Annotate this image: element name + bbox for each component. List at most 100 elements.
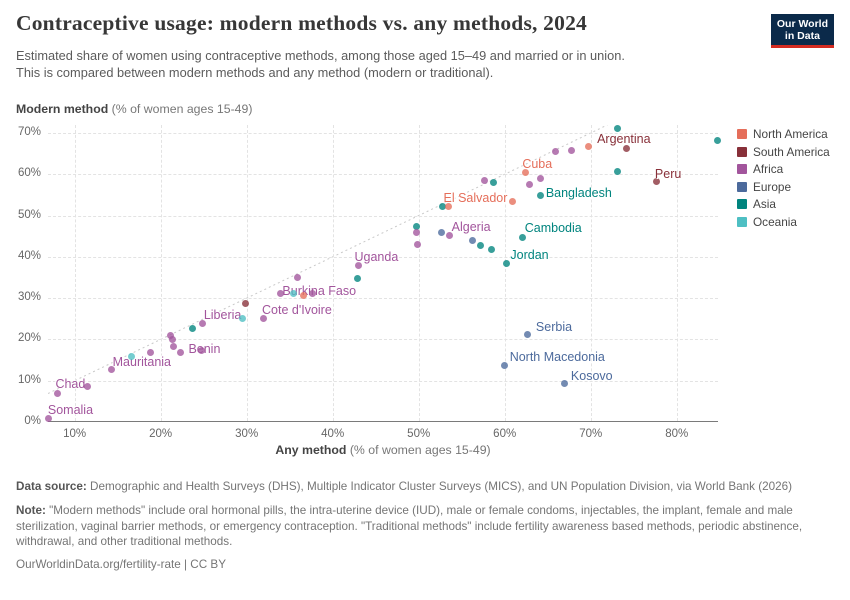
y-tick-label: 40% xyxy=(17,249,41,262)
data-source-text: Demographic and Health Surveys (DHS), Mu… xyxy=(86,480,793,493)
data-point[interactable] xyxy=(299,291,307,299)
subtitle-line-1: Estimated share of women using contracep… xyxy=(16,48,625,63)
country-label[interactable]: Cambodia xyxy=(524,221,582,236)
data-point[interactable] xyxy=(439,203,447,211)
country-label[interactable]: Somalia xyxy=(47,402,94,417)
data-point[interactable] xyxy=(526,181,534,189)
citation-line[interactable]: OurWorldinData.org/fertility-rate | CC B… xyxy=(16,557,227,571)
x-axis-line xyxy=(48,421,718,422)
data-point[interactable] xyxy=(290,290,298,298)
page-subtitle: Estimated share of women using contracep… xyxy=(16,47,736,81)
y-axis-title-bold: Modern method xyxy=(16,102,109,116)
legend-item-north-america[interactable]: North America xyxy=(737,127,830,141)
data-point-cuba[interactable] xyxy=(521,168,529,176)
data-point-mauritania[interactable] xyxy=(108,366,116,374)
data-point[interactable] xyxy=(84,382,92,390)
data-point[interactable] xyxy=(490,179,498,187)
y-tick-label: 0% xyxy=(24,415,41,427)
data-point[interactable] xyxy=(309,290,317,298)
data-point[interactable] xyxy=(354,275,362,283)
data-point-uganda[interactable] xyxy=(354,262,362,269)
x-gridline xyxy=(332,125,334,421)
data-point-kosovo[interactable] xyxy=(561,380,569,388)
data-point-cambodia[interactable] xyxy=(519,233,527,241)
country-label[interactable]: Peru xyxy=(654,166,682,181)
legend-swatch xyxy=(737,129,747,139)
data-point[interactable] xyxy=(488,245,496,253)
country-label[interactable]: North Macedonia xyxy=(509,350,605,365)
country-label[interactable]: Jordan xyxy=(510,248,549,263)
data-point[interactable] xyxy=(413,222,421,230)
data-point[interactable] xyxy=(551,148,559,156)
country-label[interactable]: Liberia xyxy=(203,307,242,322)
country-label[interactable]: Argentina xyxy=(597,131,651,146)
data-point-chad[interactable] xyxy=(53,389,61,397)
country-label[interactable]: Cote d'Ivoire xyxy=(262,302,332,317)
data-point[interactable] xyxy=(477,241,485,249)
legend-label: Oceania xyxy=(753,214,797,229)
country-label[interactable]: Chad xyxy=(55,377,86,392)
legend-swatch xyxy=(737,164,747,174)
country-label[interactable]: El Salvador xyxy=(443,190,508,205)
legend-item-europe[interactable]: Europe xyxy=(737,180,830,194)
legend-label: Europe xyxy=(753,179,792,194)
data-point-argentina[interactable] xyxy=(623,145,631,153)
data-point-liberia[interactable] xyxy=(199,320,207,328)
data-point[interactable] xyxy=(198,346,206,354)
data-point-bangladesh[interactable] xyxy=(537,192,545,200)
data-point[interactable] xyxy=(242,299,250,307)
country-label[interactable]: Kosovo xyxy=(570,368,613,383)
data-point[interactable] xyxy=(238,315,246,323)
data-point-el-salvador[interactable] xyxy=(508,198,516,206)
country-label[interactable]: Uganda xyxy=(354,249,399,264)
logo-line-1: Our World xyxy=(776,18,828,30)
data-point-north-macedonia[interactable] xyxy=(501,361,509,369)
legend-item-oceania[interactable]: Oceania xyxy=(737,215,830,229)
data-point-algeria[interactable] xyxy=(446,231,454,239)
data-point[interactable] xyxy=(481,177,489,185)
data-point-benin[interactable] xyxy=(176,348,184,356)
data-point-burkina-faso[interactable] xyxy=(293,274,301,282)
data-point-serbia[interactable] xyxy=(524,330,532,338)
data-point[interactable] xyxy=(584,143,592,151)
legend-item-africa[interactable]: Africa xyxy=(737,162,830,176)
country-label[interactable]: Algeria xyxy=(451,220,491,235)
x-tick-label: 60% xyxy=(493,428,517,440)
country-label[interactable]: Cuba xyxy=(522,157,553,172)
data-point[interactable] xyxy=(414,240,422,248)
data-point[interactable] xyxy=(169,335,177,343)
legend-swatch xyxy=(737,199,747,209)
legend: North America South America Africa Europe As… xyxy=(737,127,830,232)
data-point[interactable] xyxy=(146,349,154,357)
country-label[interactable]: Serbia xyxy=(535,320,573,335)
x-tick-label: 30% xyxy=(235,428,259,440)
data-point[interactable] xyxy=(713,137,721,145)
data-point-cote-d-ivoire[interactable] xyxy=(259,315,267,323)
data-point[interactable] xyxy=(468,236,476,244)
data-point[interactable] xyxy=(613,168,621,176)
data-point-somalia[interactable] xyxy=(45,415,53,423)
data-point[interactable] xyxy=(438,229,446,237)
x-gridline xyxy=(246,125,248,421)
data-point[interactable] xyxy=(613,125,621,133)
parity-line-layer xyxy=(48,125,608,394)
data-point[interactable] xyxy=(188,325,196,333)
legend-item-asia[interactable]: Asia xyxy=(737,197,830,211)
data-point[interactable] xyxy=(170,342,178,350)
country-label[interactable]: Mauritania xyxy=(112,354,172,369)
owid-logo[interactable]: Our World in Data xyxy=(770,14,834,48)
data-point[interactable] xyxy=(276,290,284,298)
data-point[interactable] xyxy=(537,175,545,183)
x-axis-title-rest: (% of women ages 15-49) xyxy=(346,443,491,457)
data-point[interactable] xyxy=(568,147,576,155)
country-label[interactable]: Bangladesh xyxy=(545,185,612,200)
data-point[interactable] xyxy=(413,228,421,236)
legend-label: Asia xyxy=(753,197,776,211)
data-point-peru[interactable] xyxy=(653,178,661,186)
logo-line-2: in Data xyxy=(784,30,820,42)
legend-item-south-america[interactable]: South America xyxy=(737,145,830,159)
data-point[interactable] xyxy=(445,202,453,210)
y-gridline xyxy=(48,215,718,217)
data-point-jordan[interactable] xyxy=(502,259,510,267)
data-point[interactable] xyxy=(127,353,135,361)
